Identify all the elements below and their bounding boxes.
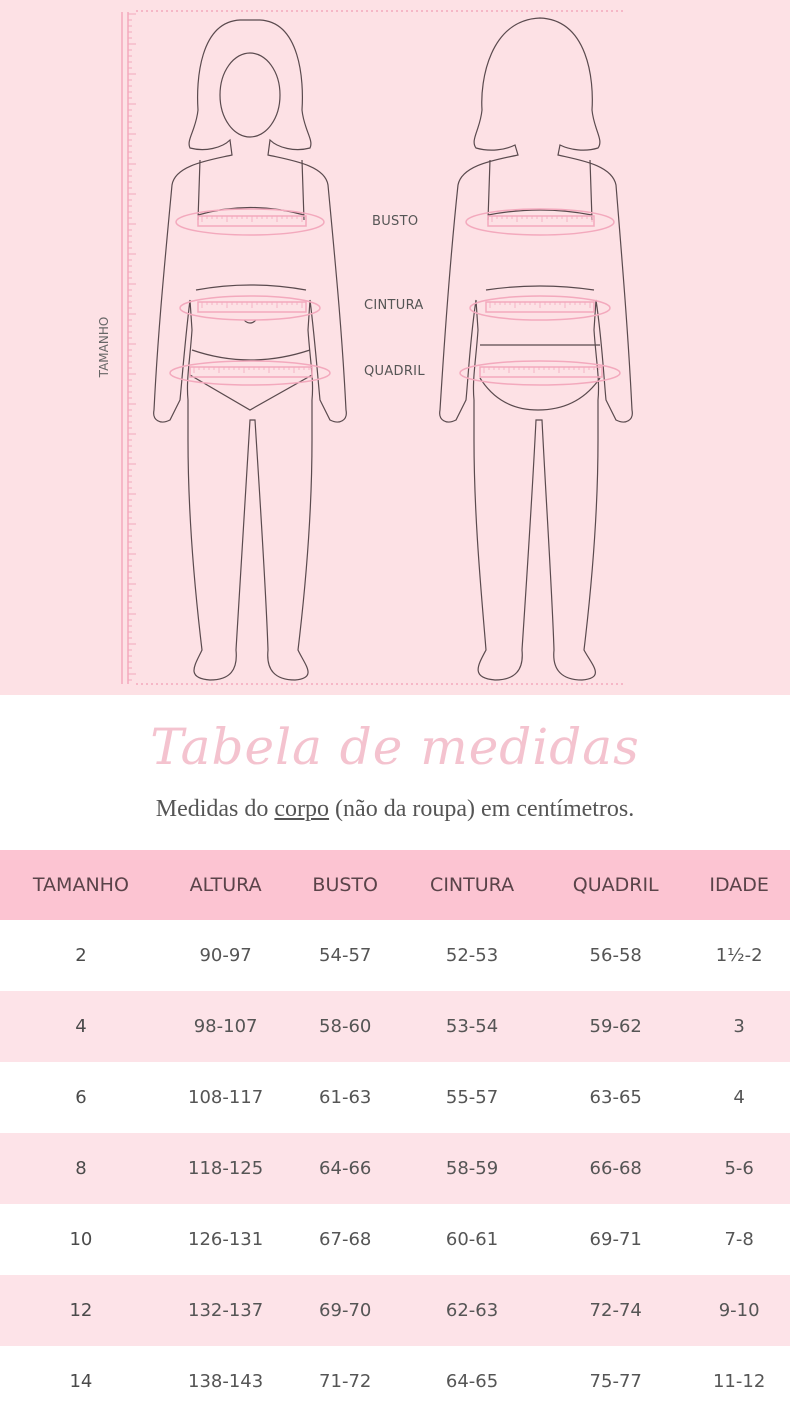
table-cell: 75-77 — [589, 1371, 642, 1392]
table-row: 10 126-131 67-68 60-61 69-71 7-8 — [0, 1204, 790, 1275]
table-cell: 14 — [69, 1371, 93, 1392]
table-cell: 12 — [0, 1275, 162, 1346]
column-header: QUADRIL — [543, 850, 689, 920]
table-cell: 64-66 — [289, 1133, 402, 1204]
table-cell: 66-68 — [543, 1133, 689, 1204]
table-cell: 72-74 — [543, 1275, 689, 1346]
table-cell: 1½-2 — [715, 945, 763, 966]
table-cell: 6 — [75, 1087, 87, 1108]
table-cell: 3 — [688, 991, 790, 1062]
table-cell: 55-57 — [445, 1087, 499, 1108]
size-table: TAMANHO ALTURA BUSTO CINTURA QUADRIL IDADE 2 9… — [0, 850, 790, 1417]
label-quadril: QUADRIL — [364, 364, 425, 379]
table-cell: 58-59 — [401, 1133, 544, 1204]
table-cell: 90-97 — [199, 945, 252, 966]
table-row: 14 138-143 71-72 64-65 75-77 11-12 — [0, 1346, 790, 1417]
subtitle-text: (não da roupa) em centímetros. — [329, 796, 635, 822]
table-cell: 63-65 — [589, 1087, 642, 1108]
table-cell: 8 — [0, 1133, 162, 1204]
column-header: ALTURA — [161, 850, 290, 920]
page-title: Tabela de medidas — [150, 718, 640, 776]
column-header: IDADE — [688, 850, 790, 920]
table-cell: 9-10 — [688, 1275, 790, 1346]
body-measurement-illustration: BUSTO CINTURA QUADRIL TAMANHO — [0, 0, 790, 695]
table-cell: 7-8 — [724, 1229, 754, 1250]
column-header: TAMANHO — [0, 850, 162, 920]
table-header-row: TAMANHO ALTURA BUSTO CINTURA QUADRIL IDADE — [0, 850, 790, 920]
table-row: 4 98-107 58-60 53-54 59-62 3 — [0, 991, 790, 1062]
child-figures-drawing — [121, 10, 633, 685]
subtitle-text: Medidas do — [155, 796, 275, 822]
table-cell: 69-71 — [589, 1229, 642, 1250]
table-cell: 67-68 — [319, 1229, 372, 1250]
table-row: 6 108-117 61-63 55-57 63-65 4 — [0, 1062, 790, 1133]
table-cell: 5-6 — [688, 1133, 790, 1204]
table-cell: 69-70 — [289, 1275, 402, 1346]
table-cell: 53-54 — [401, 991, 544, 1062]
table-cell: 138-143 — [188, 1371, 264, 1392]
label-cintura: CINTURA — [364, 298, 424, 313]
back-figure — [439, 17, 633, 681]
table-cell: 52-53 — [445, 945, 499, 966]
table-cell: 4 — [0, 991, 162, 1062]
table-cell: 56-58 — [589, 945, 642, 966]
table-cell: 54-57 — [319, 945, 372, 966]
table-cell: 71-72 — [319, 1371, 372, 1392]
table-cell: 10 — [69, 1229, 93, 1250]
subtitle: Medidas do corpo (não da roupa) em centí… — [0, 796, 790, 823]
table-cell: 11-12 — [712, 1371, 766, 1392]
table-cell: 64-65 — [445, 1371, 499, 1392]
table-cell: 108-117 — [188, 1087, 264, 1108]
table-cell: 59-62 — [543, 991, 689, 1062]
front-figure — [153, 19, 347, 681]
table-cell: 4 — [733, 1087, 745, 1108]
table-cell: 62-63 — [401, 1275, 544, 1346]
label-busto: BUSTO — [372, 214, 419, 229]
table-cell: 98-107 — [161, 991, 290, 1062]
table-row: 2 90-97 54-57 52-53 56-58 1½-2 — [0, 920, 790, 991]
table-row: 8 118-125 64-66 58-59 66-68 5-6 — [0, 1133, 790, 1204]
table-cell: 60-61 — [445, 1229, 499, 1250]
table-cell: 132-137 — [161, 1275, 290, 1346]
table-cell: 61-63 — [319, 1087, 372, 1108]
column-header: BUSTO — [289, 850, 402, 920]
table-cell: 118-125 — [161, 1133, 290, 1204]
table-cell: 2 — [75, 945, 87, 966]
subtitle-emphasis: corpo — [274, 796, 330, 822]
table-cell: 58-60 — [289, 991, 402, 1062]
measuring-tapes — [169, 208, 621, 386]
table-cell: 126-131 — [188, 1229, 264, 1250]
column-header: CINTURA — [401, 850, 544, 920]
label-tamanho: TAMANHO — [97, 316, 111, 378]
table-row: 12 132-137 69-70 62-63 72-74 9-10 — [0, 1275, 790, 1346]
